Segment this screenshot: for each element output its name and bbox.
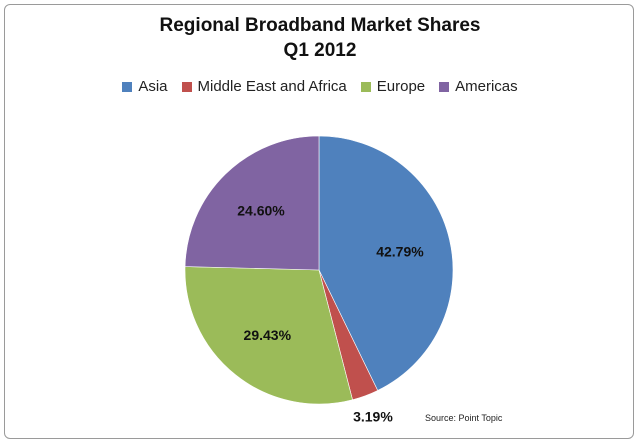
legend-label-europe: Europe [376, 78, 426, 95]
chart-subtitle: Q1 2012 [283, 40, 357, 61]
pie-slice-asia [318, 135, 454, 391]
pie-slice-americas [184, 135, 320, 271]
legend-item-americas: Americas [439, 78, 518, 95]
legend-swatch-europe [360, 81, 371, 92]
source-note: Source: Point Topic [425, 413, 503, 423]
pie-label-americas: 24.60% [237, 203, 285, 219]
legend-label-middle-east-africa: Middle East and Africa [197, 78, 347, 95]
legend-item-middle-east-africa: Middle East and Africa [181, 78, 347, 95]
legend-label-americas: Americas [455, 78, 518, 95]
legend-label-asia: Asia [138, 78, 168, 95]
pie-slice-europe [184, 266, 353, 405]
legend-swatch-americas [439, 81, 450, 92]
legend-swatch-asia [122, 81, 133, 92]
chart-title: Regional Broadband Market Shares [159, 15, 481, 36]
legend: Asia Middle East and Africa Europe Ameri… [0, 78, 640, 95]
pie-label-middle-east-africa: 3.19% [353, 408, 393, 424]
legend-item-europe: Europe [360, 78, 426, 95]
legend-swatch-middle-east-africa [181, 81, 192, 92]
legend-item-asia: Asia [122, 78, 168, 95]
pie-label-europe: 29.43% [244, 327, 292, 343]
pie-label-asia: 42.79% [376, 243, 424, 259]
